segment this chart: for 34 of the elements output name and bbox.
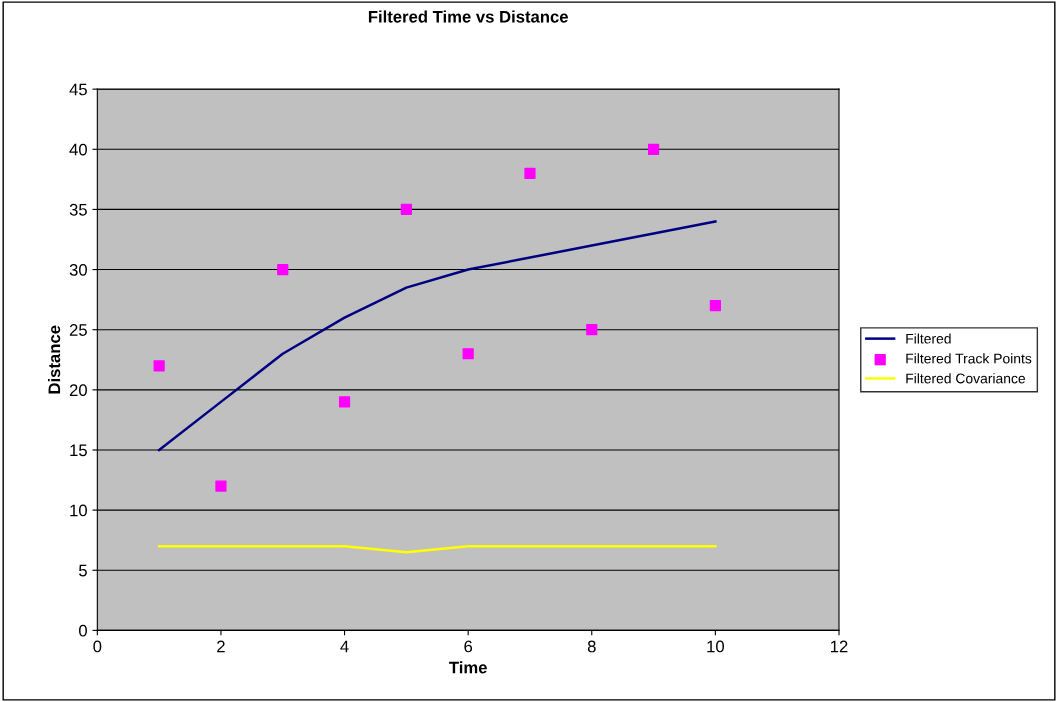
chart-title: Filtered Time vs Distance	[368, 10, 568, 23]
y-tick-label: 35	[69, 203, 87, 216]
y-tick-label: 5	[79, 564, 87, 577]
y-tick-label: 25	[69, 324, 87, 336]
legend-label: Filtered	[906, 333, 951, 344]
y-tick-label: 45	[69, 83, 87, 96]
point	[709, 300, 721, 312]
x-tick-label: 10	[707, 640, 724, 653]
y-tick-label: 20	[69, 384, 87, 397]
point	[215, 480, 227, 492]
y-tick-label: 10	[70, 504, 87, 517]
x-tick-label: 4	[340, 640, 349, 653]
y-axis-title: Distance	[47, 325, 61, 394]
legend-label: Filtered Covariance	[906, 373, 1026, 384]
y-tick-label: 40	[69, 143, 87, 156]
y-tick-label: 30	[69, 263, 87, 276]
point	[338, 396, 351, 408]
x-axis-title: Time	[449, 661, 487, 674]
point	[462, 348, 474, 360]
line-series	[157, 220, 717, 452]
x-tick-label: 2	[217, 640, 225, 653]
x-tick-label: 0	[93, 640, 102, 653]
point	[524, 167, 536, 179]
point	[586, 324, 598, 336]
point	[277, 263, 289, 276]
point	[400, 203, 412, 216]
point	[153, 360, 165, 372]
x-tick-label: 8	[587, 640, 596, 653]
legend-label: Filtered Track Points	[906, 353, 1032, 364]
y-tick-label: 0	[79, 624, 87, 637]
point	[647, 143, 660, 155]
x-tick-label: 6	[464, 640, 473, 653]
y-tick-label: 15	[70, 444, 87, 457]
x-tick-label: 12	[831, 640, 848, 653]
